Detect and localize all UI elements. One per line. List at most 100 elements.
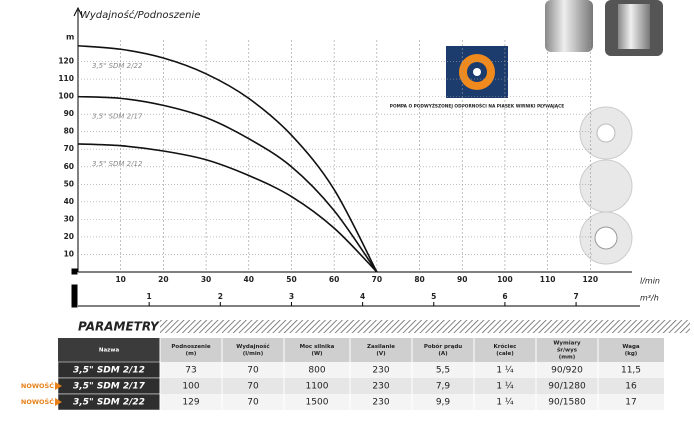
x-tick-label: 120 <box>582 275 598 284</box>
x-axis-label: l/min <box>640 277 660 286</box>
table-cell: 9,9 <box>436 398 451 408</box>
header-cell: śr/wys <box>557 347 578 354</box>
x2-tick-label: 6 <box>502 292 507 301</box>
series-line <box>77 143 378 273</box>
header-cell: (kg) <box>625 351 638 357</box>
table-cell: 1100 <box>306 382 329 392</box>
y-tick-label: 90 <box>64 109 74 118</box>
header-cell: Nazwa <box>99 348 120 354</box>
table-cell: 3,5" SDM 2/22 <box>73 398 145 408</box>
y-tick-label: 60 <box>64 162 74 171</box>
y-tick-label: 10 <box>64 249 74 258</box>
header-cell: (cale) <box>496 351 514 357</box>
series-label: 3,5" SDM 2/17 <box>92 113 143 121</box>
x-tick-label: 100 <box>497 275 513 284</box>
table-cell: 90/1280 <box>548 382 586 392</box>
header-cell: Waga <box>622 344 640 350</box>
x-tick-label: 90 <box>457 275 467 284</box>
row-bg <box>58 378 664 394</box>
x2-tick-label: 5 <box>431 292 436 301</box>
header-cell: Wymiary <box>553 341 581 347</box>
row-tag: NOWOŚĆ <box>21 397 54 406</box>
x2-axis-label: m³/h <box>640 294 659 303</box>
x-tick-label: 110 <box>540 275 556 284</box>
y-tick-label: 110 <box>58 74 74 83</box>
table-cell: 17 <box>625 398 636 408</box>
tag-arrow <box>55 382 62 390</box>
chart-title: Wydajność/Podnoszenie <box>80 9 200 21</box>
table-cell: 100 <box>182 382 199 392</box>
table-cell: 1 ¼ <box>496 366 514 376</box>
row-tag: NOWOŚĆ <box>21 381 54 390</box>
table-cell: 70 <box>247 398 259 408</box>
header-cell: Króciec <box>494 343 517 350</box>
x-tick-label: 80 <box>414 275 424 284</box>
spec-table: Nazwa Podnoszenie(m) Wydajność(l/min) Moc s… <box>0 338 664 411</box>
table-cell: 16 <box>625 382 637 392</box>
x-tick-label: 10 <box>115 275 125 284</box>
tag-bg <box>0 396 60 408</box>
x2-tick-label: 1 <box>147 292 152 301</box>
y-tick-label: 30 <box>64 214 74 223</box>
table-cell: 1 ¼ <box>496 382 514 392</box>
header-cell: (A) <box>438 351 448 357</box>
x2-tick-label: 4 <box>360 292 365 301</box>
table-cell: 3,5" SDM 2/12 <box>73 366 145 376</box>
x2-tick-label: 2 <box>218 292 223 301</box>
header-cell: (W) <box>311 351 323 357</box>
logo-caption: POMPA O PODWYŻSZONEJ ODPORNOŚCI NA PIASE… <box>390 103 564 110</box>
table-cell: 11,5 <box>621 366 641 376</box>
table-cell: 230 <box>372 382 389 392</box>
table-cell: 5,5 <box>436 366 450 376</box>
y-tick-label: 20 <box>64 232 74 241</box>
table-cell: 230 <box>372 366 389 376</box>
table-cell: 1 ¼ <box>496 398 514 408</box>
table-cell: 7,9 <box>436 382 451 392</box>
section-title: PARAMETRY <box>78 320 160 334</box>
x2-tick-label: 3 <box>289 292 294 301</box>
x-tick-label: 40 <box>244 275 254 284</box>
y-tick-label: 100 <box>58 92 74 101</box>
table-cell: 230 <box>372 398 389 408</box>
table-cell: 70 <box>247 382 259 392</box>
product-images <box>545 0 663 265</box>
y-tick-label: 40 <box>64 197 74 206</box>
table-cell: 90/1580 <box>548 398 586 408</box>
x-tick-label: 70 <box>372 275 382 284</box>
header-cell: (l/min) <box>243 351 264 357</box>
header-cell: Pobór prądu <box>424 343 462 350</box>
header-cell: (m) <box>186 351 197 357</box>
tag-bg <box>0 380 60 392</box>
y-axis-label: m <box>66 33 74 42</box>
series-line <box>77 44 378 273</box>
header-cell: (mm) <box>559 355 576 361</box>
row-bg <box>58 394 664 410</box>
y-tick-label: 70 <box>64 144 74 153</box>
x-tick-label: 20 <box>158 275 168 284</box>
tag-arrow <box>55 398 62 406</box>
table-cell: 129 <box>182 398 199 408</box>
table-cell: 3,5" SDM 2/17 <box>73 382 146 392</box>
header-cell: Moc silnika <box>300 344 335 350</box>
x-tick-label: 30 <box>201 275 211 284</box>
row-bg <box>58 362 664 378</box>
name-header-bg <box>58 338 160 362</box>
section-hatch <box>160 320 690 333</box>
table-cell: 90/920 <box>551 366 583 376</box>
series-line <box>77 95 378 273</box>
y-tick-label: 50 <box>64 179 74 188</box>
x-tick-label: 50 <box>286 275 296 284</box>
x2-tick-label: 7 <box>573 292 578 301</box>
header-cell: Podnoszenie <box>171 344 210 350</box>
y-tick-label: 80 <box>64 127 74 136</box>
series-label: 3,5" SDM 2/22 <box>92 62 143 70</box>
table-cell: 73 <box>185 366 196 376</box>
header-cell: Zasilanie <box>367 344 395 350</box>
logo: POMPA O PODWYŻSZONEJ ODPORNOŚCI NA PIASE… <box>390 46 564 110</box>
axes <box>71 6 640 308</box>
y-tick-label: 120 <box>58 57 74 66</box>
header-cell: (V) <box>376 351 386 357</box>
x-tick-label: 60 <box>329 275 339 284</box>
table-cell: 800 <box>308 366 325 376</box>
